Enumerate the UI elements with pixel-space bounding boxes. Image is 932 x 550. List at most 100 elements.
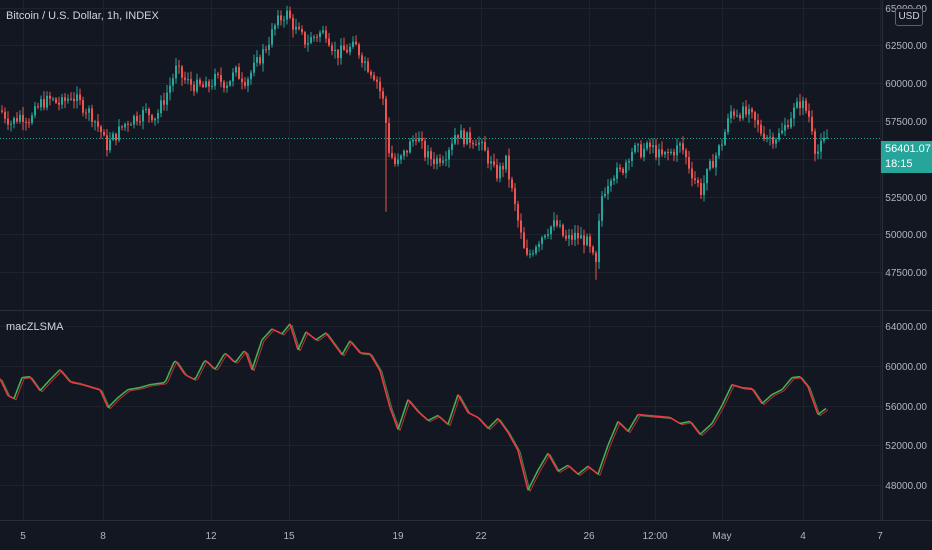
- candlestick-series[interactable]: [1, 5, 828, 280]
- zlsma-segment: [243, 350, 247, 354]
- candle: [742, 102, 744, 121]
- zlsma-shadow-segment: [775, 393, 779, 396]
- zlsma-segment: [729, 384, 733, 390]
- candle: [235, 65, 237, 77]
- candle-body: [139, 121, 141, 123]
- zlsma-shadow-segment: [391, 408, 395, 415]
- zlsma-segment: [223, 353, 227, 356]
- zlsma-segment: [97, 388, 101, 391]
- candle: [307, 34, 309, 52]
- candle-body: [799, 101, 801, 109]
- candle: [316, 34, 318, 42]
- zlsma-line[interactable]: [0, 323, 829, 492]
- zlsma-segment: [753, 391, 757, 396]
- candle-body: [781, 130, 783, 134]
- zlsma-segment: [163, 379, 167, 384]
- candle-body: [412, 139, 414, 142]
- zlsma-shadow-segment: [105, 399, 109, 405]
- candle-body: [421, 138, 423, 141]
- currency-badge[interactable]: USD: [895, 8, 923, 26]
- zlsma-segment: [607, 440, 611, 446]
- zlsma-shadow-segment: [1, 379, 5, 385]
- candle-body: [592, 246, 594, 253]
- zlsma-segment: [523, 474, 527, 483]
- zlsma-segment: [585, 465, 589, 469]
- zlsma-shadow-segment: [165, 381, 169, 385]
- zlsma-shadow-segment: [259, 346, 263, 354]
- candle-body: [523, 232, 525, 248]
- candle-body: [337, 49, 339, 59]
- candle-body: [310, 37, 312, 43]
- zlsma-segment: [593, 470, 597, 474]
- price-tick-label: 50000.00: [885, 230, 927, 241]
- zlsma-segment: [419, 412, 423, 416]
- zlsma-segment: [125, 388, 129, 392]
- candle-body: [484, 142, 486, 151]
- candle: [346, 44, 348, 54]
- candle: [49, 91, 51, 106]
- indicator-axis[interactable]: 64000.00 60000.00 56000.00 52000.00 48000.00: [885, 322, 927, 492]
- candle: [361, 52, 363, 68]
- zlsma-segment: [345, 343, 349, 349]
- candle: [628, 158, 630, 171]
- zlsma-segment: [449, 412, 453, 419]
- candle: [580, 227, 582, 240]
- zlsma-segment: [781, 386, 785, 391]
- candle: [616, 162, 618, 184]
- candle: [220, 67, 222, 88]
- candle-body: [256, 57, 258, 63]
- candle: [724, 129, 726, 146]
- zlsma-segment: [465, 408, 469, 413]
- candle-body: [352, 41, 354, 47]
- zlsma-segment: [335, 346, 339, 350]
- candle-body: [49, 95, 51, 99]
- zlsma-segment: [195, 373, 199, 379]
- candle: [325, 25, 327, 43]
- candle-body: [577, 232, 579, 239]
- zlsma-segment: [771, 392, 775, 396]
- zlsma-shadow-segment: [333, 342, 337, 346]
- candle-body: [490, 161, 492, 164]
- zlsma-shadow-segment: [493, 423, 497, 427]
- zlsma-segment: [737, 385, 741, 388]
- zlsma-shadow-segment: [765, 400, 769, 404]
- zlsma-shadow-segment: [173, 363, 177, 369]
- candle-body: [349, 46, 351, 53]
- candle-body: [355, 41, 357, 45]
- zlsma-segment: [377, 366, 381, 372]
- zlsma-shadow-segment: [433, 418, 437, 421]
- candle-body: [154, 118, 156, 121]
- candle: [553, 212, 555, 231]
- candle: [292, 14, 294, 38]
- time-axis[interactable]: 5 8 12 15 19 22 26 12:00 May 4 7: [20, 531, 883, 542]
- zlsma-shadow-segment: [321, 336, 325, 339]
- candle-body: [1, 110, 3, 112]
- candle: [691, 161, 693, 187]
- zlsma-shadow-segment: [287, 327, 291, 331]
- candle-body: [478, 142, 480, 145]
- zlsma-segment: [461, 401, 465, 406]
- zlsma-shadow-segment: [109, 406, 113, 410]
- candle: [457, 134, 459, 145]
- zlsma-shadow-segment: [327, 333, 331, 338]
- candle-body: [361, 55, 363, 63]
- candle-body: [619, 167, 621, 169]
- candle-body: [121, 126, 123, 128]
- price-tick-label: 60000.00: [885, 79, 927, 90]
- candle-body: [565, 235, 567, 239]
- last-price-tag: 56401.07 18:15: [881, 141, 932, 173]
- zlsma-segment: [489, 423, 493, 428]
- zlsma-segment: [147, 383, 151, 387]
- candle: [181, 65, 183, 86]
- zlsma-segment: [583, 467, 587, 471]
- zlsma-shadow-segment: [615, 427, 619, 433]
- indicator-title[interactable]: macZLSMA: [6, 321, 64, 333]
- zlsma-shadow-segment: [599, 469, 603, 476]
- zlsma-segment: [177, 363, 181, 368]
- candle-body: [643, 148, 645, 158]
- candle-body: [415, 139, 417, 142]
- candle-body: [820, 140, 822, 152]
- zlsma-shadow-segment: [215, 368, 219, 371]
- candle-body: [817, 151, 819, 154]
